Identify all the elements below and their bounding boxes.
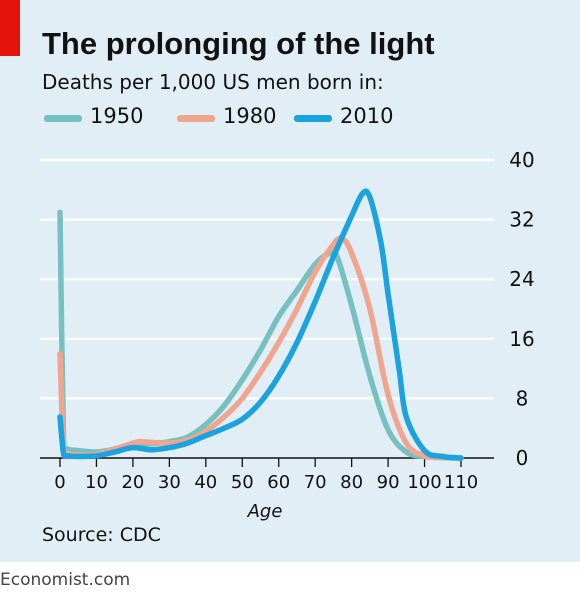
x-tick-label-60: 60 [267, 472, 290, 493]
chart-subtitle: Deaths per 1,000 US men born in: [42, 70, 384, 94]
x-tick-label-30: 30 [158, 472, 181, 493]
x-tick-label-100: 100 [407, 472, 441, 493]
legend-label-1980: 1980 [223, 104, 277, 128]
chart-card: The prolonging of the light Deaths per 1… [0, 0, 580, 562]
x-tick-label-70: 70 [304, 472, 327, 493]
x-tick-label-90: 90 [377, 472, 400, 493]
chart-title: The prolonging of the light [42, 26, 435, 61]
y-tick-label-0: 0 [516, 446, 529, 470]
legend-label-1950: 1950 [90, 104, 144, 128]
x-tick-label-80: 80 [340, 472, 363, 493]
legend-label-2010: 2010 [340, 104, 394, 128]
x-axis: 0 10 20 30 40 50 60 70 80 90 100 110 [40, 457, 494, 493]
x-tick-label-110: 110 [444, 472, 478, 493]
source-note: Source: CDC [42, 524, 161, 546]
gridlines [40, 158, 494, 400]
y-tick-label-16: 16 [509, 327, 534, 351]
legend-swatch-1950 [44, 115, 82, 122]
x-tick-label-20: 20 [121, 472, 144, 493]
legend-swatch-2010 [294, 115, 332, 122]
line-chart: 0 8 16 24 32 40 0 10 20 30 40 50 60 70 80 90 100 110 Age [40, 148, 535, 522]
y-tick-label-40: 40 [509, 148, 534, 172]
brand-footer: Economist.com [0, 570, 131, 590]
x-axis-label: Age [247, 501, 283, 522]
series-line-1950 [57, 209, 464, 461]
x-tick-label-0: 0 [54, 472, 65, 493]
series-lines [57, 188, 464, 461]
legend-swatch-1980 [177, 115, 215, 122]
x-tick-label-40: 40 [194, 472, 217, 493]
brand-red-tag [0, 0, 20, 56]
y-tick-label-32: 32 [509, 208, 534, 232]
x-tick-label-10: 10 [85, 472, 108, 493]
y-tick-label-24: 24 [509, 267, 534, 291]
x-tick-label-50: 50 [231, 472, 254, 493]
y-tick-label-8: 8 [516, 386, 529, 410]
y-axis-ticks: 0 8 16 24 32 40 [509, 148, 534, 470]
series-line-2010 [57, 188, 464, 461]
